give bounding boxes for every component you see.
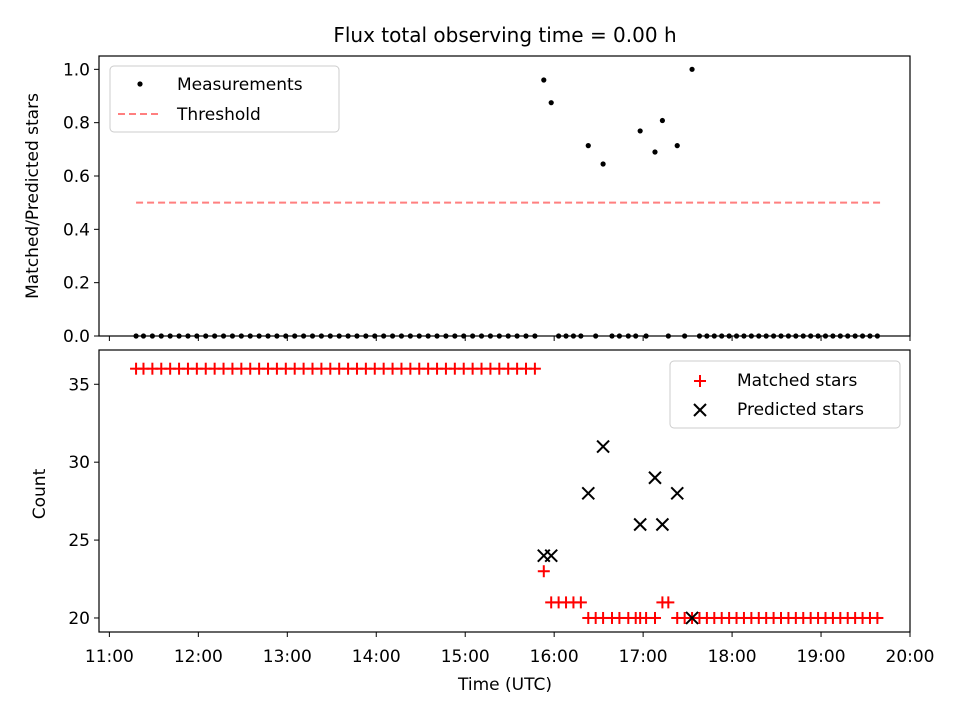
top-legend: Measurements Threshold — [109, 65, 340, 133]
matched-star-point — [662, 596, 675, 609]
predicted-star-point — [670, 486, 684, 501]
top-ytick-label: 0.6 — [63, 167, 90, 187]
measurement-point — [548, 100, 554, 106]
measurement-point — [674, 143, 680, 149]
legend-predicted-label: Predicted stars — [737, 400, 864, 420]
predicted-star-point — [544, 548, 558, 563]
measurement-point — [600, 161, 606, 167]
measurement-point — [637, 128, 643, 134]
matched-star-point — [648, 611, 661, 624]
measurement-point — [652, 149, 658, 155]
top-panel: 0.0 0.2 0.4 0.6 0.8 1.0 Matched/Predicted sta… — [23, 55, 911, 347]
predicted-star-point — [596, 439, 610, 454]
xtick-label: 18:00 — [708, 647, 757, 667]
xtick-label: 11:00 — [85, 647, 134, 667]
matched-star-point — [528, 362, 541, 375]
xtick-label: 15:00 — [441, 647, 490, 667]
xtick-label: 16:00 — [530, 647, 579, 667]
top-ytick-label: 0.4 — [63, 220, 90, 240]
bottom-legend: Matched stars Predicted stars — [669, 360, 901, 429]
predicted-star-point — [685, 611, 699, 625]
chart-title: Flux total observing time = 0.00 h — [333, 23, 676, 47]
top-ytick-label: 0.0 — [63, 327, 90, 347]
legend-threshold-label: Threshold — [176, 105, 261, 125]
bottom-ytick-label: 25 — [68, 531, 90, 551]
measurement-point — [659, 117, 666, 124]
predicted-star-point — [581, 486, 595, 501]
xtick-label: 13:00 — [263, 647, 312, 667]
measurement-point — [585, 143, 591, 149]
xtick-label: 20:00 — [886, 647, 935, 667]
bottom-legend-box — [669, 360, 901, 429]
matched-star-point — [871, 611, 884, 624]
legend-matched-marker — [694, 375, 706, 387]
predicted-star-point — [648, 471, 662, 485]
bottom-ytick-label: 30 — [68, 453, 90, 473]
xtick-label: 14:00 — [352, 647, 401, 667]
top-axes-frame — [98, 55, 911, 337]
xtick-label: 17:00 — [619, 647, 668, 667]
matched-star-point — [537, 565, 550, 578]
legend-measurements-marker — [137, 81, 143, 87]
predicted-star-point — [655, 517, 670, 532]
bottom-ytick-label: 35 — [68, 375, 90, 395]
bottom-panel: 20 25 30 35 11:00 12:00 13:00 14:00 15:00 16:00 1… — [30, 349, 935, 695]
legend-predicted-marker — [693, 403, 707, 417]
xtick-label: 12:00 — [174, 647, 223, 667]
bottom-y-axis-label: Count — [30, 468, 50, 519]
measurement-point — [689, 66, 695, 72]
measurement-point — [541, 77, 547, 83]
xtick-label: 19:00 — [797, 647, 846, 667]
bottom-ytick-label: 20 — [68, 609, 90, 629]
bottom-axes-frame — [98, 349, 911, 633]
matched-star-point — [574, 596, 587, 609]
legend-matched-label: Matched stars — [737, 371, 857, 391]
top-ytick-label: 0.2 — [63, 274, 90, 294]
top-y-axis-label: Matched/Predicted stars — [23, 93, 43, 299]
top-ytick-label: 0.8 — [63, 114, 90, 134]
x-axis-label: Time (UTC) — [457, 675, 552, 695]
top-legend-box — [109, 65, 340, 133]
predicted-star-point — [633, 517, 647, 532]
legend-measurements-label: Measurements — [177, 75, 303, 95]
top-ytick-label: 1.0 — [63, 60, 90, 80]
